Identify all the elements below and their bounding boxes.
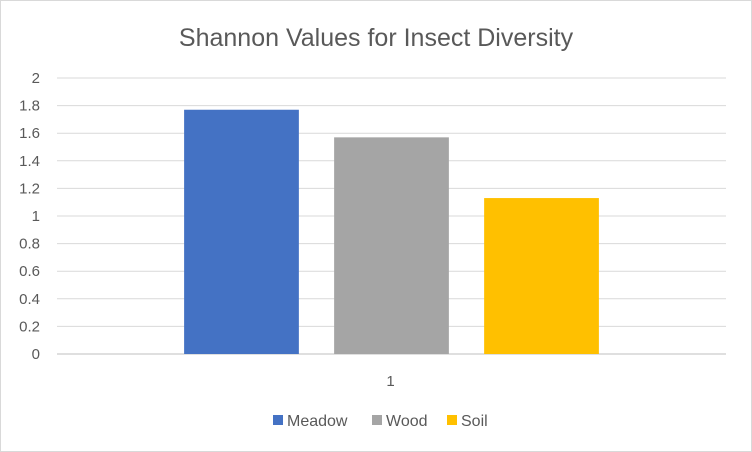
y-tick-label: 2: [32, 70, 40, 87]
legend-swatch-meadow: [273, 415, 283, 425]
bar-wood: [334, 137, 449, 354]
legend-swatch-wood: [372, 415, 382, 425]
gridlines: [57, 77, 726, 355]
bar-soil: [484, 198, 599, 354]
y-tick-label: 0.4: [19, 291, 40, 308]
chart-title: Shannon Values for Insect Diversity: [179, 24, 574, 52]
legend: Meadow Wood Soil: [273, 413, 488, 430]
y-tick-label: 1.8: [19, 98, 40, 115]
y-tick-label: 0: [32, 346, 40, 363]
y-tick-label: 1.4: [19, 153, 40, 170]
legend-label-soil: Soil: [461, 413, 488, 430]
legend-label-wood: Wood: [386, 413, 428, 430]
bars: [184, 109, 599, 355]
y-tick-label: 1.2: [19, 180, 40, 197]
x-axis-ticks: 1: [386, 373, 394, 390]
x-tick-label: 1: [386, 373, 394, 390]
y-tick-label: 1.6: [19, 125, 40, 142]
bar-meadow: [184, 109, 299, 355]
legend-label-meadow: Meadow: [287, 413, 348, 430]
y-tick-label: 1: [32, 208, 40, 225]
legend-swatch-soil: [447, 415, 457, 425]
y-tick-label: 0.6: [19, 263, 40, 280]
y-tick-label: 0.2: [19, 318, 40, 335]
y-tick-label: 0.8: [19, 236, 40, 253]
y-axis-ticks: 0 0.2 0.4 0.6 0.8 1 1.2 1.4 1.6 1.8 2: [19, 70, 40, 363]
